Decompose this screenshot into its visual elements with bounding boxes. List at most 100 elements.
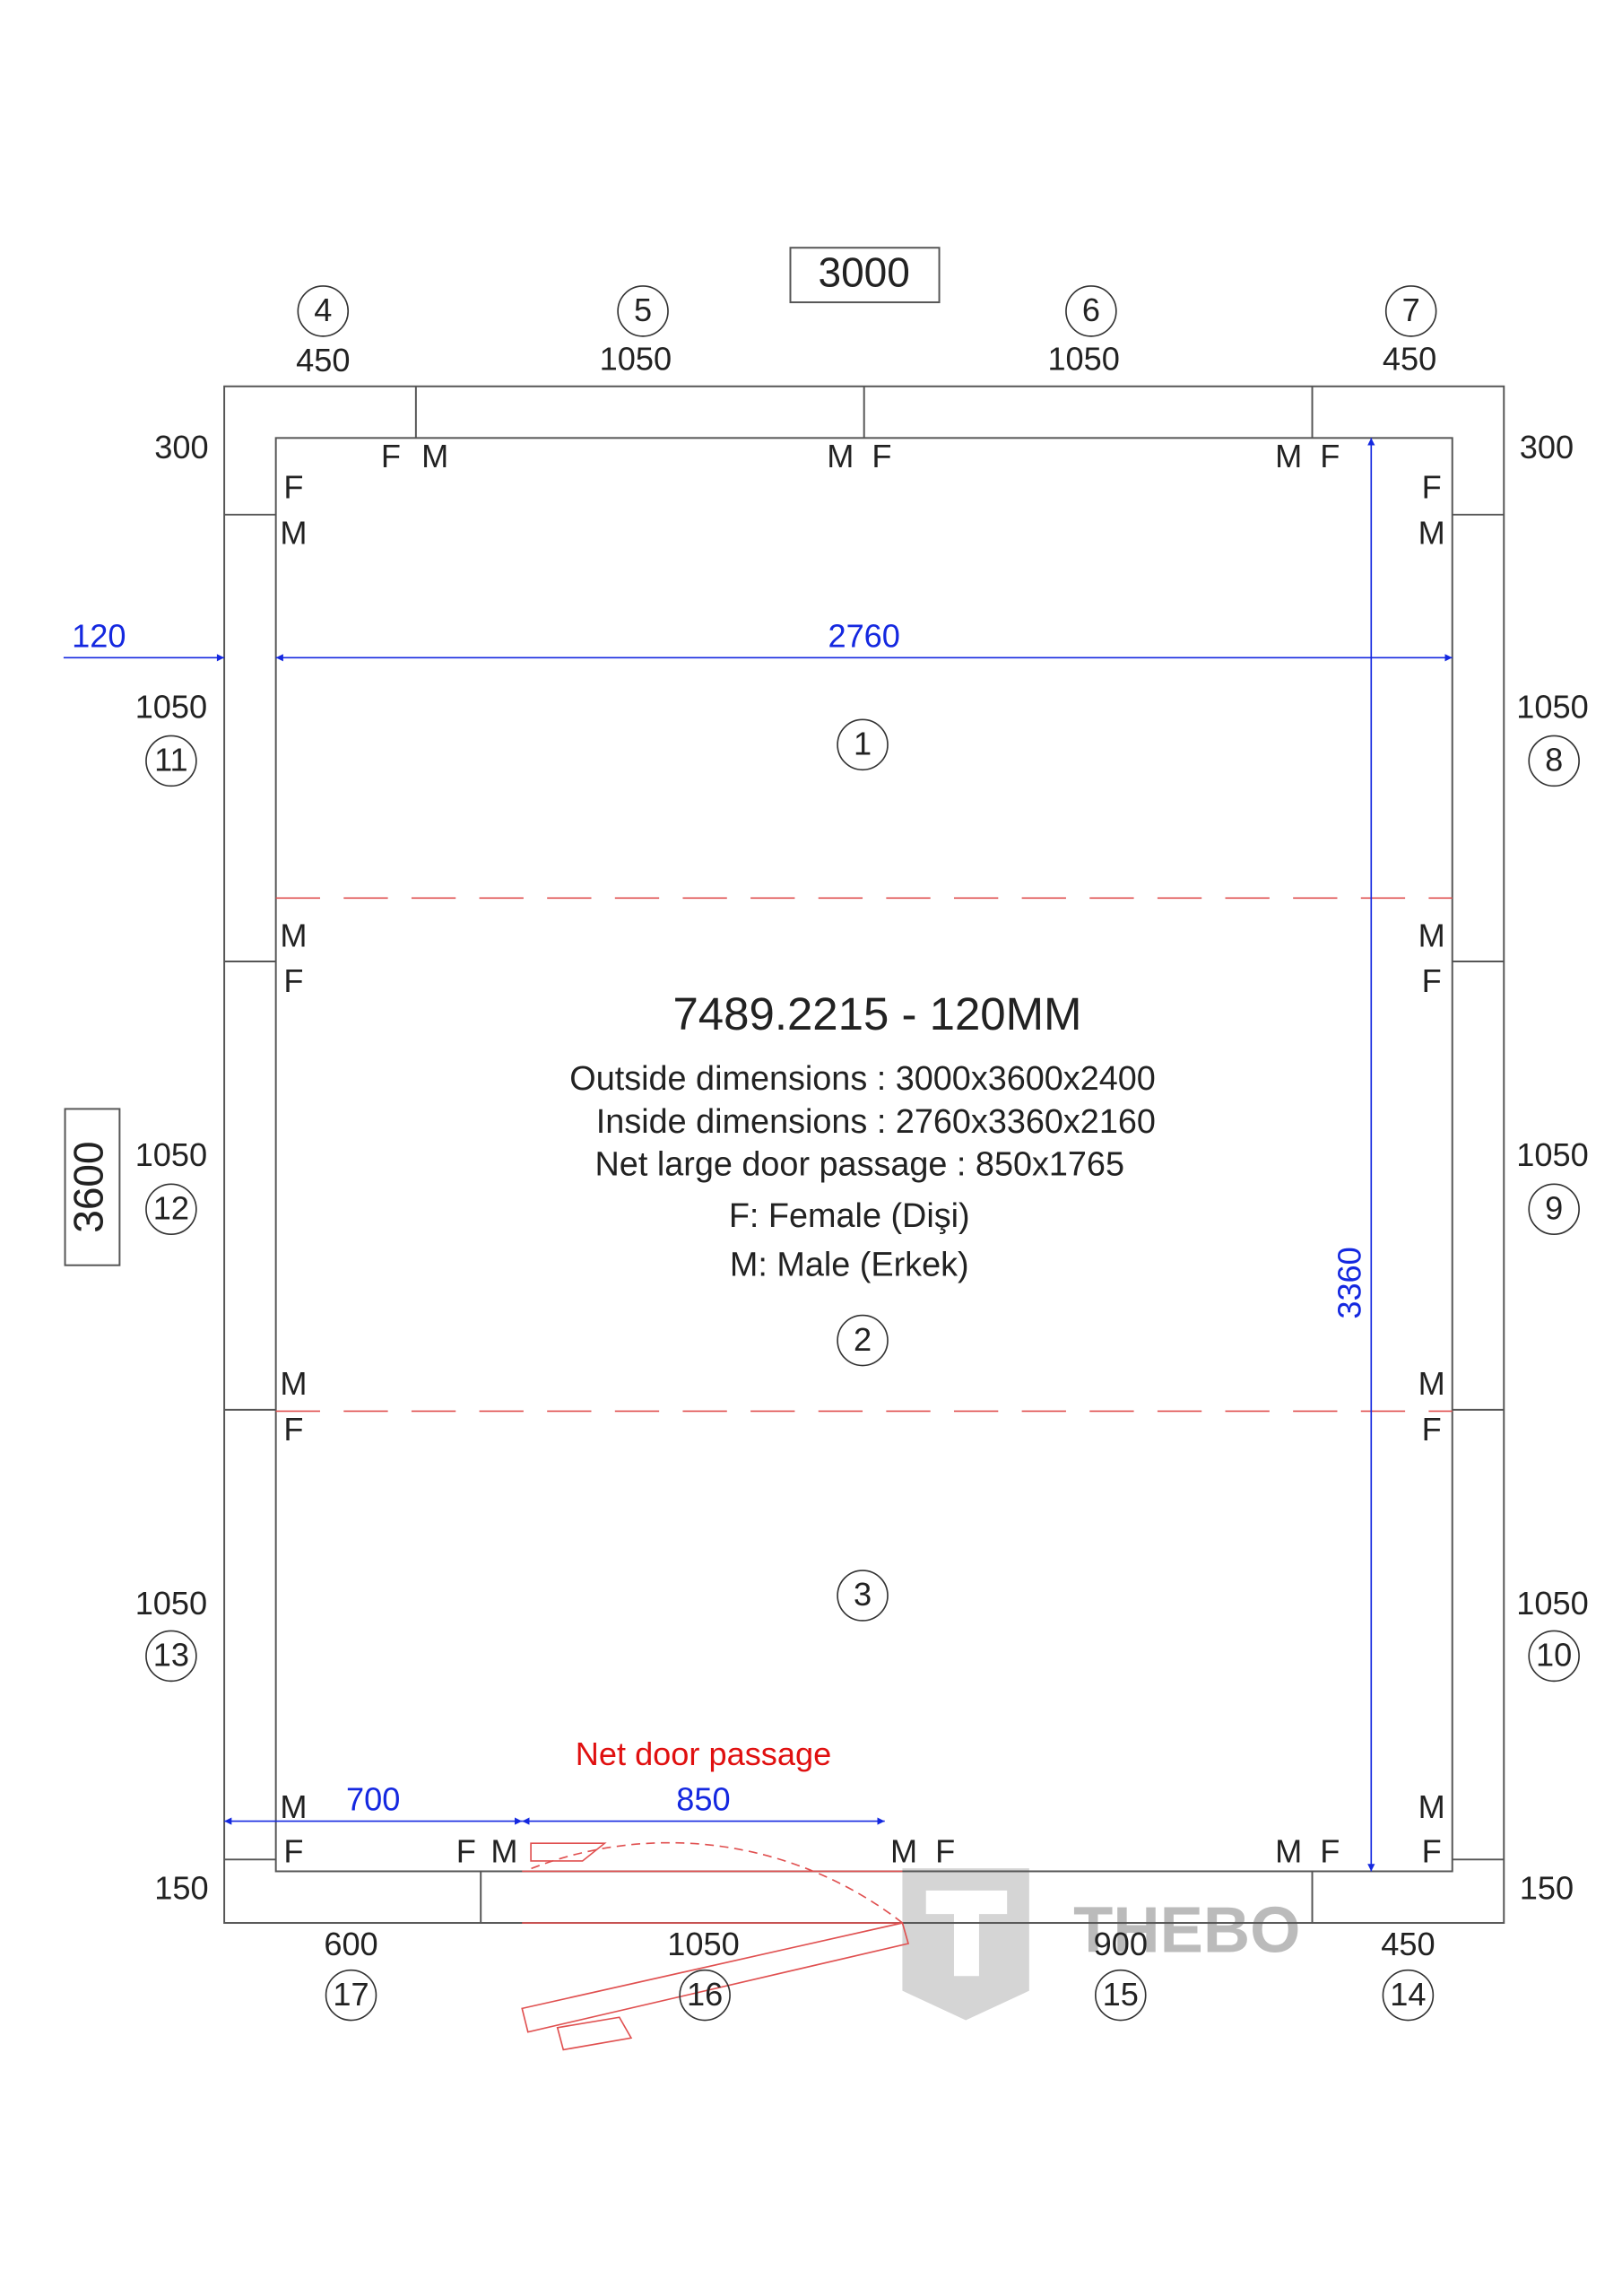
panel-number: 8	[1545, 742, 1563, 778]
floor-joints	[275, 897, 1453, 1413]
floor-number: 2	[854, 1321, 872, 1358]
panel-width: 1050	[135, 1585, 207, 1622]
connector: F	[283, 468, 303, 505]
panel-number: 10	[1536, 1637, 1572, 1674]
panel-circle	[145, 1630, 197, 1683]
floor-number: 1	[854, 726, 872, 762]
panel-number: 5	[634, 291, 652, 328]
connector: F	[1422, 1832, 1442, 1869]
connector: F	[283, 1832, 303, 1869]
connector: M	[1275, 438, 1302, 474]
logo: THEBO	[1073, 1894, 1300, 1966]
door-label: Net door passage	[576, 1735, 831, 1772]
panel-circle	[297, 285, 350, 337]
panel-width: 450	[296, 342, 350, 378]
corner-label: 300	[154, 429, 208, 465]
panel-number: 16	[687, 1976, 723, 2013]
panel-circle	[1382, 1969, 1435, 2022]
panel-circle	[1065, 285, 1117, 337]
wall-thickness: 120	[72, 617, 126, 654]
corner-label: 150	[1520, 1869, 1574, 1906]
panel-number: 7	[1402, 291, 1420, 328]
connector: M	[890, 1832, 917, 1869]
connector: F	[872, 438, 891, 474]
connector: F	[1422, 1411, 1442, 1448]
connector: M	[280, 917, 307, 953]
panel-width: 450	[1383, 340, 1436, 377]
connector: F	[456, 1832, 476, 1869]
connector: M	[421, 438, 448, 474]
connector: F	[1422, 468, 1442, 505]
model: 7489.2215 - 120MM	[672, 988, 1081, 1039]
panel-width: 1050	[1516, 1585, 1588, 1622]
door-swing	[521, 1841, 910, 2051]
connector: F	[283, 962, 303, 999]
connector: F	[381, 438, 401, 474]
info-line: F: Female (Dişi)	[729, 1197, 970, 1235]
connector: M	[827, 438, 854, 474]
panel-joints	[224, 386, 1505, 1924]
panel-width: 1050	[135, 1136, 207, 1173]
panel-circle	[679, 1969, 731, 2022]
connector: M	[280, 1788, 307, 1825]
connector: M	[1418, 1788, 1445, 1825]
connector: M	[1418, 514, 1445, 551]
logo-mark	[902, 1868, 1029, 2021]
info-line: Inside dimensions : 2760x3360x2160	[596, 1103, 1156, 1141]
title-box-label: 3000	[819, 249, 910, 296]
panel-number: 17	[333, 1976, 369, 2013]
title-box	[789, 247, 941, 304]
panel-circle	[1528, 735, 1580, 787]
panel-circle	[1384, 285, 1437, 337]
panel-number: 6	[1082, 291, 1100, 328]
panel-circle	[1528, 1183, 1580, 1236]
dimension-lines	[63, 438, 1453, 1872]
connector: M	[1418, 1365, 1445, 1402]
panel-width: 600	[324, 1926, 377, 1962]
panel-circle	[325, 1969, 377, 2022]
info-line: M: Male (Erkek)	[730, 1246, 969, 1283]
connector: M	[490, 1832, 517, 1869]
panel-circle	[1528, 1630, 1580, 1683]
connector: F	[1320, 1832, 1340, 1869]
door-width: 850	[676, 1781, 730, 1818]
panel-width: 900	[1094, 1926, 1148, 1962]
panel-width: 1050	[135, 688, 207, 725]
panel-number: 4	[314, 291, 332, 328]
panel-circle	[617, 285, 669, 337]
panel-number: 9	[1545, 1189, 1563, 1226]
info-line: Outside dimensions : 3000x3600x2400	[569, 1060, 1155, 1098]
floor-circle	[837, 1570, 889, 1622]
connector: F	[935, 1832, 955, 1869]
info-line: Net large door passage : 850x1765	[595, 1146, 1124, 1184]
connector: M	[1418, 917, 1445, 953]
side-box-label: 3600	[65, 1141, 111, 1232]
panel-circle	[145, 735, 197, 787]
connector: F	[1422, 962, 1442, 999]
panel-width: 1050	[1047, 340, 1119, 377]
panel-number: 13	[153, 1637, 189, 1674]
floor-circle	[837, 1314, 889, 1367]
connector: M	[280, 1365, 307, 1402]
floor-circle	[837, 718, 889, 771]
corner-label: 150	[154, 1869, 208, 1906]
side-box	[64, 1108, 121, 1266]
panel-number: 11	[154, 742, 188, 778]
connector: M	[280, 514, 307, 551]
connector: F	[283, 1411, 303, 1448]
inner-width: 2760	[828, 617, 899, 654]
panel-width: 1050	[1516, 688, 1588, 725]
panel-circle	[1095, 1969, 1147, 2022]
inner-depth: 3360	[1331, 1247, 1367, 1318]
connector: M	[1275, 1832, 1302, 1869]
panel-number: 12	[153, 1189, 189, 1226]
panel-number: 14	[1390, 1976, 1426, 2013]
panel-width: 1050	[600, 340, 672, 377]
connector: F	[1320, 438, 1340, 474]
corner-label: 300	[1520, 429, 1574, 465]
panel-circle	[145, 1183, 197, 1236]
panel-width: 1050	[667, 1926, 739, 1962]
panel-number: 15	[1103, 1976, 1139, 2013]
